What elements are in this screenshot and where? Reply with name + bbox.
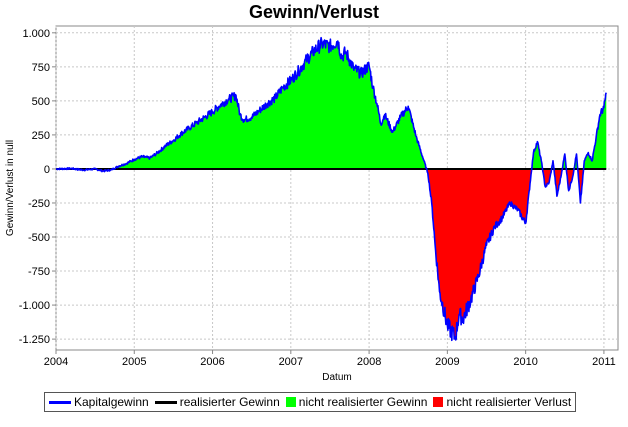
legend-swatch-nicht-realisierter-verlust [433,397,444,407]
x-tick-label: 2007 [279,356,303,368]
legend-item-nicht-realisierter-gewinn: nicht realisierter Gewinn [285,395,428,409]
x-tick-label: 2009 [435,356,459,368]
y-tick-label: 750 [32,62,50,74]
x-tick-label: 2008 [357,356,381,368]
y-tick-label: -1.000 [19,300,50,312]
legend-swatch-realisierter-gewinn [154,400,177,404]
x-axis-label: Datum [322,372,351,383]
x-tick-label: 2010 [513,356,537,368]
legend-item-kapitalgewinn: Kapitalgewinn [49,395,149,409]
legend-item-realisierter-gewinn: realisierter Gewinn [154,395,280,409]
lines [55,36,608,342]
x-tick-label: 2006 [200,356,224,368]
series-line-kapitalgewinn [55,36,608,342]
legend-item-nicht-realisierter-verlust: nicht realisierter Verlust [433,395,571,409]
x-tick-label: 2004 [44,356,68,368]
y-tick-label: -1.250 [19,334,50,346]
legend-label-nicht-realisierter-gewinn: nicht realisierter Gewinn [298,395,428,409]
area-nicht-realisierter-verlust [426,168,532,341]
y-tick-label: 500 [32,96,50,108]
x-tick-label: 2005 [122,356,146,368]
chart-title: Gewinn/Verlust [248,2,380,22]
axes: 1.000 750 500 250 0 -250 -500 -750 -1.000 -1.250 2… [19,28,616,368]
legend-swatch-nicht-realisierter-gewinn [285,397,296,407]
y-tick-label: -250 [28,198,50,210]
y-tick-label: 250 [32,130,50,142]
y-tick-label: -500 [28,232,50,244]
x-tick-label: 2011 [592,356,616,368]
area-nicht-realisierter-gewinn [531,141,543,169]
area-nicht-realisierter-gewinn [583,92,607,169]
legend-label-nicht-realisierter-verlust: nicht realisierter Verlust [446,395,572,409]
y-axis-label: Gewinn/Verlust in null [5,140,16,236]
y-tick-label: -750 [28,266,50,278]
legend-swatch-kapitalgewinn [49,400,71,404]
y-tick-label: 0 [44,164,50,176]
y-tick-label: 1.000 [22,28,50,40]
area-nicht-realisierter-verlust [554,168,563,197]
legend-label-realisierter-gewinn: realisierter Gewinn [179,395,280,409]
legend-label-kapitalgewinn: Kapitalgewinn [74,395,149,409]
legend: Kapitalgewinn realisierter Gewinn nicht … [44,392,577,412]
